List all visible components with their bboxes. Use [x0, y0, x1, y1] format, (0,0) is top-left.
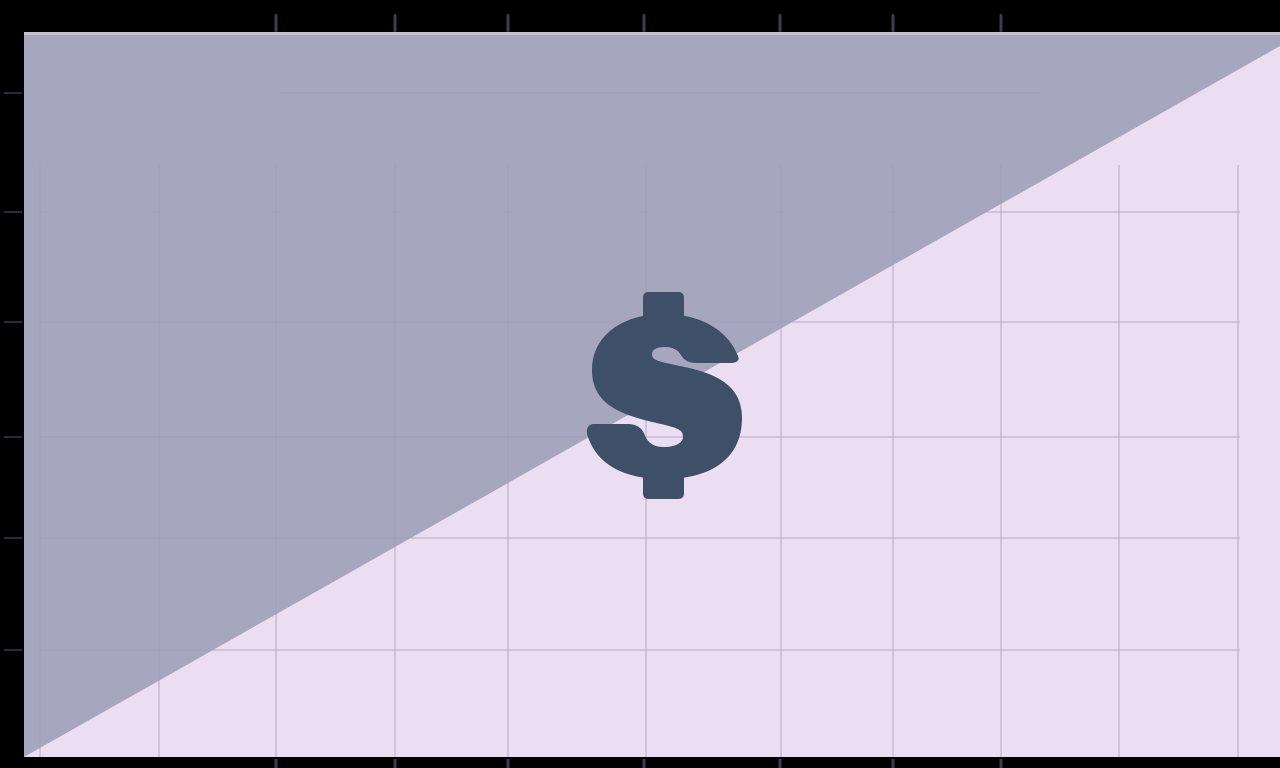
left-tick — [4, 211, 22, 213]
tick-marks — [4, 14, 1003, 768]
left-tick — [4, 649, 22, 651]
top-tick — [891, 14, 895, 32]
left-tick — [4, 321, 22, 323]
left-tick — [4, 92, 22, 94]
bottom-tick — [506, 759, 510, 768]
panel-top-edge — [24, 32, 1280, 35]
top-tick — [506, 14, 510, 32]
bottom-tick — [891, 759, 895, 768]
bottom-tick — [393, 759, 397, 768]
bottom-tick — [274, 759, 278, 768]
top-tick — [778, 14, 782, 32]
top-tick — [999, 14, 1003, 32]
left-tick — [4, 436, 22, 438]
bottom-tick — [642, 759, 646, 768]
bottom-tick — [999, 759, 1003, 768]
top-tick — [274, 14, 278, 32]
left-tick — [4, 537, 22, 539]
dollar-sign-icon — [586, 292, 742, 499]
bottom-tick — [778, 759, 782, 768]
top-tick — [393, 14, 397, 32]
top-tick — [642, 14, 646, 32]
dollar-s-curve — [586, 314, 742, 479]
